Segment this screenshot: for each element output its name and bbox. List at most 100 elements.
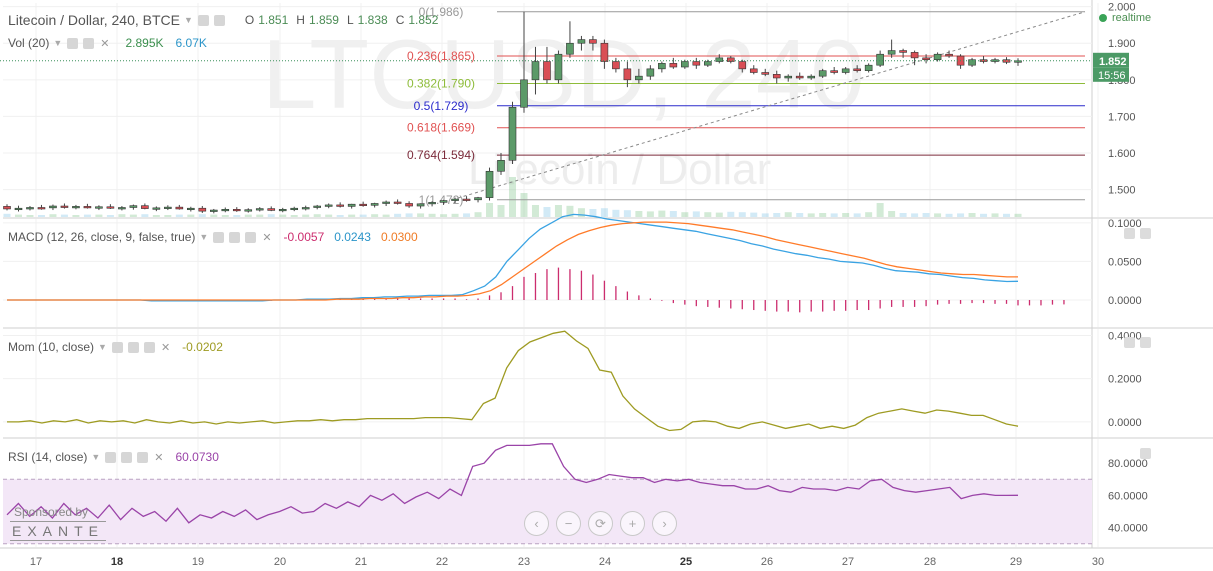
candle bbox=[370, 203, 379, 206]
settings-icon[interactable] bbox=[137, 451, 149, 463]
chevron-down-icon[interactable]: ▼ bbox=[91, 452, 101, 462]
y-tick-label: 0.0000 bbox=[1108, 417, 1142, 429]
pane-down-icon[interactable] bbox=[1140, 228, 1151, 239]
y-tick-label: 1.900 bbox=[1108, 38, 1136, 50]
momentum-line bbox=[7, 330, 1019, 432]
candle bbox=[807, 75, 816, 79]
settings-icon[interactable] bbox=[245, 231, 257, 243]
y-tick-label: 0.0500 bbox=[1108, 256, 1142, 268]
candle bbox=[554, 53, 563, 81]
candle bbox=[910, 52, 919, 59]
candle bbox=[95, 206, 103, 209]
chevron-down-icon[interactable]: ▼ bbox=[183, 15, 193, 25]
candle bbox=[600, 42, 609, 62]
volume-bar bbox=[761, 213, 769, 217]
candle bbox=[692, 61, 701, 66]
volume-bar bbox=[428, 213, 436, 217]
pane-up-icon[interactable] bbox=[1124, 337, 1135, 348]
volume-bar bbox=[911, 213, 919, 217]
chevron-down-icon[interactable]: ▼ bbox=[98, 342, 107, 352]
volume-bar bbox=[474, 212, 482, 217]
chevron-down-icon[interactable]: ▼ bbox=[199, 232, 209, 242]
pane-up-icon[interactable] bbox=[1124, 228, 1135, 239]
zoom-in-button[interactable]: + bbox=[620, 511, 645, 536]
volume-bar bbox=[830, 213, 838, 217]
eye-icon[interactable] bbox=[213, 231, 225, 243]
pane-up-icon[interactable] bbox=[1140, 448, 1151, 459]
gear-icon[interactable] bbox=[229, 231, 241, 243]
mom-label: Mom (10, close) bbox=[8, 340, 95, 354]
x-tick-label: 25 bbox=[680, 556, 692, 568]
volume-bar bbox=[313, 214, 321, 217]
rsi-value: 60.0730 bbox=[175, 450, 219, 464]
zoom-out-button[interactable]: − bbox=[556, 511, 581, 536]
eye-icon[interactable] bbox=[111, 341, 123, 353]
close-icon[interactable]: ✕ bbox=[154, 451, 164, 464]
scroll-right-button[interactable]: › bbox=[652, 511, 677, 536]
volume-bar bbox=[968, 213, 976, 217]
high-value: 1.859 bbox=[308, 13, 339, 27]
close-icon[interactable]: ✕ bbox=[160, 341, 171, 354]
price-tag-time: 15:56 bbox=[1098, 70, 1126, 82]
candle bbox=[313, 205, 321, 208]
volume-bar bbox=[623, 210, 631, 217]
y-tick-label: 1.500 bbox=[1108, 185, 1136, 197]
close-icon[interactable]: ✕ bbox=[262, 231, 272, 244]
price-tag-time-bg bbox=[1093, 67, 1129, 82]
volume-bar bbox=[646, 211, 654, 217]
volume-bar bbox=[796, 213, 804, 217]
volume-bar bbox=[290, 215, 298, 217]
eye-icon[interactable] bbox=[197, 14, 209, 26]
volume-bar bbox=[83, 214, 91, 217]
volume-bar bbox=[382, 214, 390, 217]
fib-level-label: 0.236(1.865) bbox=[407, 49, 475, 63]
fib-level-label: 0(1.986) bbox=[419, 5, 464, 19]
fib-level-label: 0.382(1.790) bbox=[407, 76, 475, 90]
gear-icon[interactable] bbox=[121, 451, 133, 463]
mom-legend: Mom (10, close) ▼ ✕ -0.0202 bbox=[8, 340, 223, 354]
candle bbox=[439, 200, 448, 203]
candle bbox=[658, 63, 666, 70]
status-dot-icon bbox=[1099, 14, 1107, 22]
eye-icon[interactable] bbox=[105, 451, 117, 463]
close-label: C bbox=[395, 13, 405, 27]
candle bbox=[232, 209, 241, 212]
x-tick-label: 22 bbox=[436, 556, 448, 568]
settings-icon[interactable] bbox=[143, 341, 155, 353]
volume-bar bbox=[72, 215, 80, 217]
sponsor-logo[interactable]: EXANTE bbox=[10, 521, 107, 541]
macd-signal-value: 0.0300 bbox=[380, 230, 418, 244]
volume-bar bbox=[658, 210, 666, 217]
candle bbox=[164, 206, 172, 209]
candle bbox=[853, 68, 861, 71]
volume-bar bbox=[118, 214, 126, 217]
volume-bar bbox=[348, 214, 356, 217]
candle bbox=[761, 72, 770, 75]
candle bbox=[795, 75, 804, 79]
candle bbox=[968, 59, 976, 66]
reset-button[interactable]: ⟳ bbox=[588, 511, 613, 536]
gear-icon[interactable] bbox=[127, 341, 139, 353]
macd-label: MACD (12, 26, close, 9, false, true) bbox=[8, 230, 196, 244]
candle bbox=[416, 203, 425, 207]
pane-down-icon[interactable] bbox=[1140, 337, 1151, 348]
eye-icon[interactable] bbox=[67, 37, 79, 49]
close-icon[interactable]: ✕ bbox=[100, 37, 110, 50]
volume-bar bbox=[934, 213, 942, 217]
scroll-left-button[interactable]: ‹ bbox=[524, 511, 549, 536]
volume-bar bbox=[612, 209, 620, 217]
gear-icon[interactable] bbox=[83, 37, 95, 49]
candle bbox=[26, 207, 34, 210]
volume-bar bbox=[566, 205, 574, 217]
candle bbox=[887, 50, 896, 55]
y-tick-label: 0.0000 bbox=[1108, 295, 1142, 307]
candle bbox=[726, 57, 735, 62]
candle bbox=[543, 61, 551, 81]
candle bbox=[646, 68, 655, 77]
volume-bar bbox=[750, 212, 758, 217]
chevron-down-icon[interactable]: ▼ bbox=[53, 38, 63, 48]
volume-bar bbox=[807, 213, 815, 217]
volume-bar bbox=[405, 213, 413, 217]
gear-icon[interactable] bbox=[213, 14, 225, 26]
